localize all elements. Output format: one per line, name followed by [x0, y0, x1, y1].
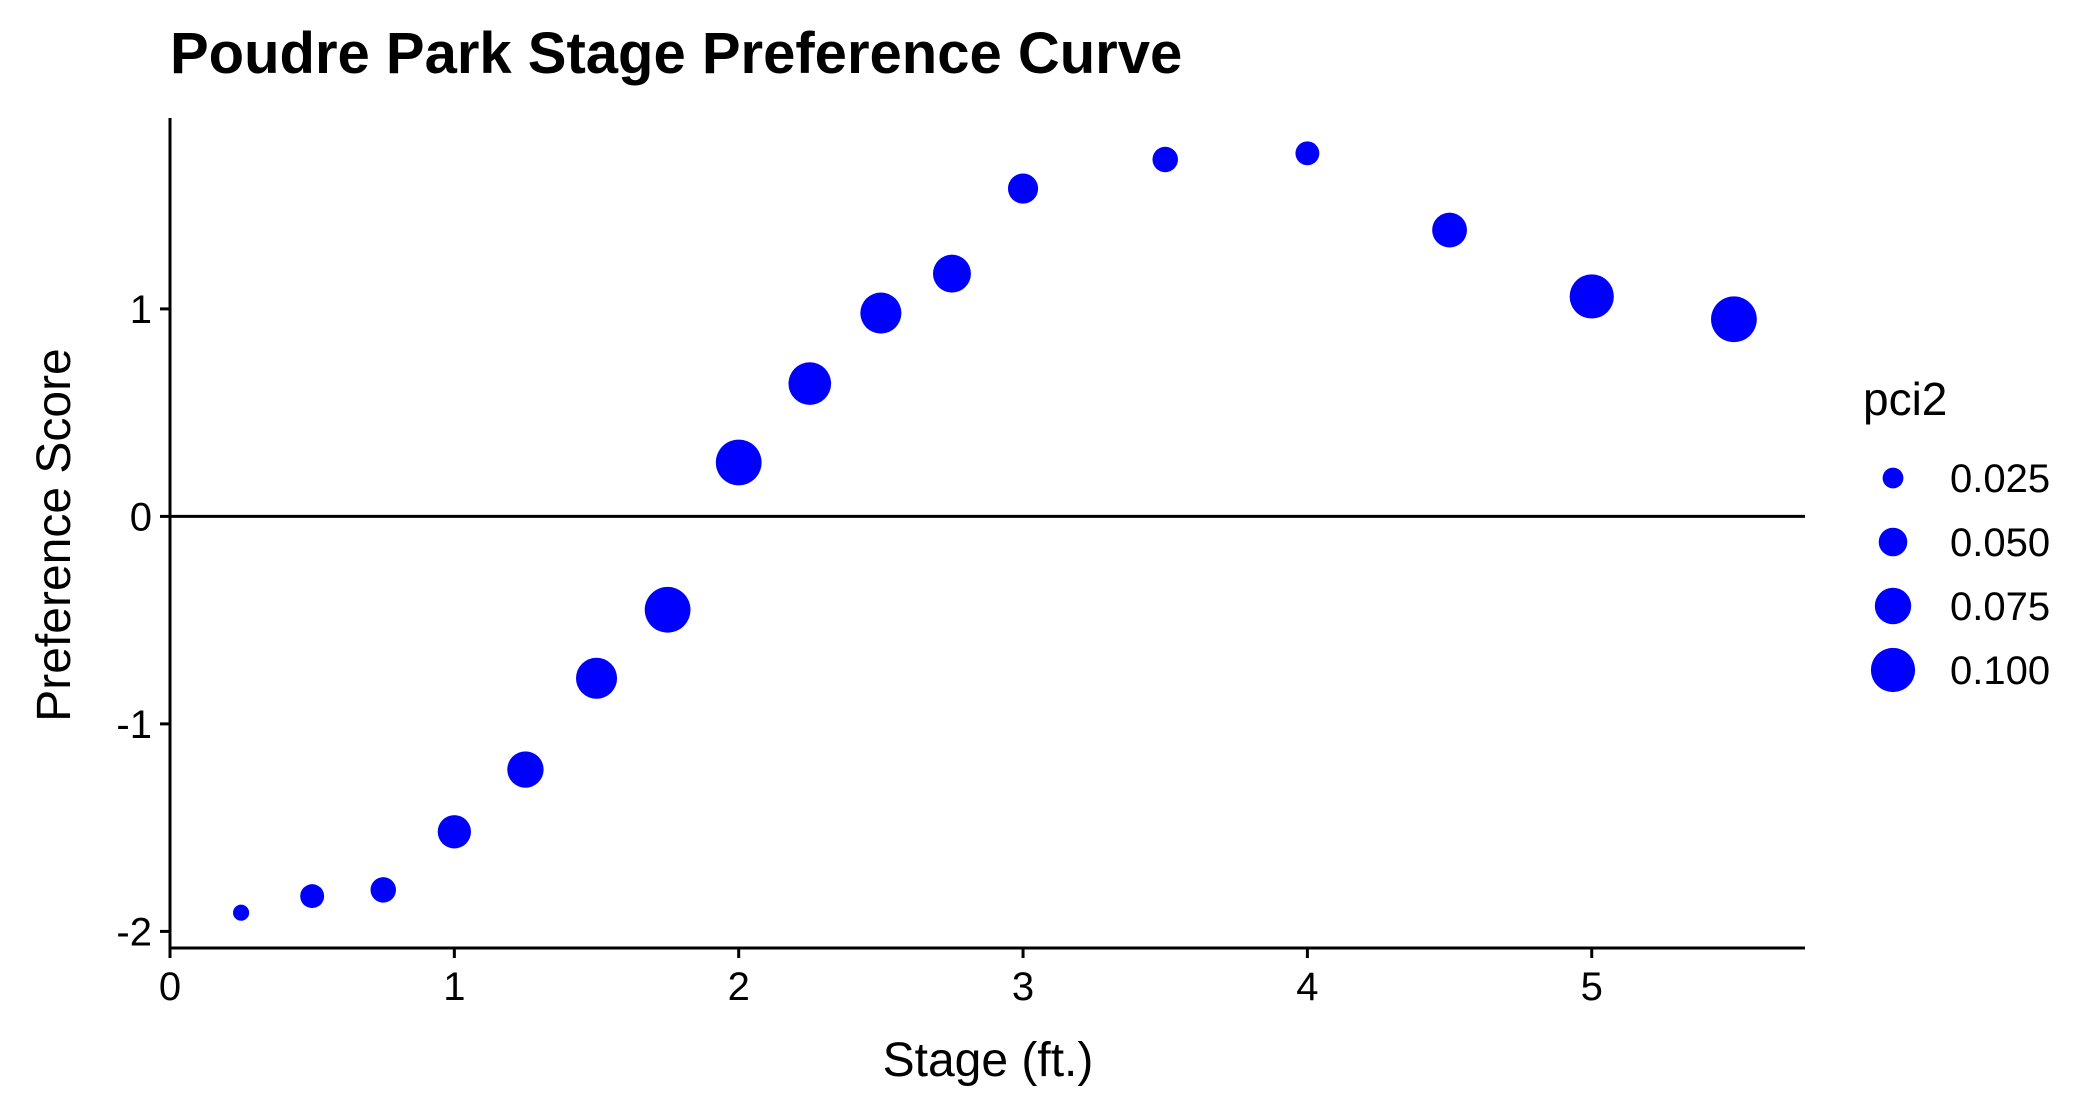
data-point	[860, 292, 902, 334]
legend: pci2 0.025 0.050 0.075 0.100	[1863, 373, 2050, 693]
chart-title: Poudre Park Stage Preference Curve	[170, 21, 1182, 86]
legend-label: 0.050	[1950, 521, 2050, 565]
legend-title: pci2	[1863, 373, 1947, 425]
plot-area: 0 1 2 3 4 5 -2 -1 0 1	[116, 118, 1805, 1009]
x-tick-label: 1	[443, 965, 465, 1009]
data-point	[788, 362, 832, 405]
x-tick-label: 4	[1296, 965, 1318, 1009]
x-tick-label: 5	[1581, 965, 1603, 1009]
data-point	[437, 815, 471, 849]
data-point	[1711, 296, 1757, 343]
legend-key	[1874, 587, 1912, 625]
y-tick-label: 0	[130, 495, 152, 539]
y-tick-label: -2	[116, 910, 152, 954]
legend-key	[1878, 527, 1908, 557]
x-axis-label: Stage (ft.)	[883, 1034, 1094, 1087]
data-point	[1007, 173, 1039, 204]
x-tick-label: 2	[728, 965, 750, 1009]
data-point	[1432, 212, 1467, 248]
legend-label: 0.100	[1950, 649, 2050, 693]
x-tick-label: 3	[1012, 965, 1034, 1009]
data-point	[1152, 146, 1178, 173]
legend-label: 0.025	[1950, 457, 2050, 501]
data-point	[1295, 141, 1320, 166]
y-tick-label: -1	[116, 703, 152, 747]
data-point	[300, 884, 325, 909]
data-point	[233, 904, 250, 921]
legend-label: 0.075	[1950, 585, 2050, 629]
data-point	[575, 657, 618, 699]
data-point	[644, 586, 691, 633]
data-point	[1569, 274, 1614, 319]
legend-key	[1882, 467, 1904, 489]
data-point	[370, 877, 397, 903]
data-point	[932, 254, 971, 293]
legend-key	[1870, 647, 1916, 693]
x-tick-label: 0	[159, 965, 181, 1009]
data-point	[715, 439, 762, 486]
y-axis-label: Preference Score	[28, 348, 81, 722]
data-point	[507, 751, 544, 788]
y-tick-label: 1	[130, 288, 152, 332]
